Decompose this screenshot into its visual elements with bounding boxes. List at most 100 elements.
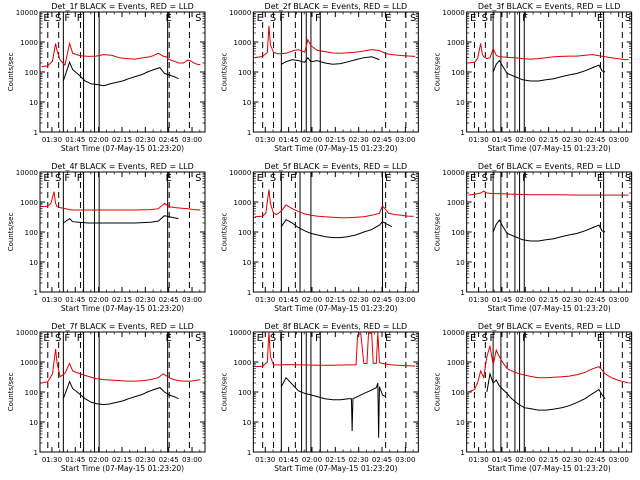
x-tick-label: 02:15 xyxy=(112,136,132,144)
series-lld-line xyxy=(254,25,416,59)
series-events-line xyxy=(280,376,386,438)
y-tick-label: 1 xyxy=(460,449,464,457)
y-tick-label: 10 xyxy=(29,259,38,267)
region-label: E xyxy=(385,173,391,184)
panel-title: Det_7f BLACK = Events, RED = LLD xyxy=(51,322,194,331)
y-tick-label: 1000 xyxy=(447,39,465,47)
x-tick-label: 02:45 xyxy=(159,136,179,144)
x-tick-label: 02:45 xyxy=(585,296,605,304)
x-tick-label: 02:30 xyxy=(562,456,582,464)
y-tick-label: 10 xyxy=(242,259,251,267)
plot-area xyxy=(468,12,629,132)
x-tick-label: 02:45 xyxy=(372,136,392,144)
y-tick-label: 1000 xyxy=(20,199,38,207)
y-tick-label: 1 xyxy=(247,289,251,297)
region-label: S xyxy=(625,13,631,24)
region-label: S xyxy=(195,13,201,24)
region-label: F xyxy=(279,13,285,24)
x-tick-label: 02:45 xyxy=(585,456,605,464)
x-tick-label: 02:30 xyxy=(135,296,155,304)
y-tick-label: 1000 xyxy=(447,359,465,367)
plot-area xyxy=(254,172,414,292)
x-tick-label: 01:45 xyxy=(65,296,85,304)
region-label: F xyxy=(489,173,495,184)
region-label: F xyxy=(64,173,70,184)
x-tick-label: 01:30 xyxy=(42,136,62,144)
x-tick-label: 01:45 xyxy=(492,296,512,304)
series-lld-line xyxy=(254,189,414,219)
region-label: F xyxy=(77,13,83,24)
x-tick-label: 02:00 xyxy=(302,296,322,304)
panel-title: Det_9f BLACK = Events, RED = LLD xyxy=(478,322,621,331)
region-label: E xyxy=(43,13,49,24)
region-label: S xyxy=(482,13,488,24)
x-tick-label: 02:15 xyxy=(539,456,559,464)
x-tick-label: 02:00 xyxy=(89,136,109,144)
y-tick-label: 1 xyxy=(247,129,251,137)
panel-1: Det_1f BLACK = Events, RED = LLD 1 10 100 10… xyxy=(7,2,206,153)
x-tick-label: 02:30 xyxy=(349,136,369,144)
region-label: F xyxy=(522,333,528,344)
x-tick-label: 01:30 xyxy=(469,456,489,464)
plot-frame xyxy=(466,11,633,133)
y-tick-label: 1000 xyxy=(20,39,38,47)
y-tick-label: 10 xyxy=(29,419,38,427)
plot-area xyxy=(41,172,201,292)
y-axis-label: Counts/sec xyxy=(7,213,15,252)
y-tick-label: 100 xyxy=(451,229,464,237)
x-tick-label: 03:00 xyxy=(609,296,629,304)
region-label: E xyxy=(43,333,49,344)
region-label: S xyxy=(195,173,201,184)
panel-9: Det_9f BLACK = Events, RED = LLD 1 10 100 10… xyxy=(434,322,633,473)
y-tick-label: 1 xyxy=(460,129,464,137)
x-tick-label: 02:15 xyxy=(112,456,132,464)
region-label: E xyxy=(257,13,263,24)
x-tick-label: 02:15 xyxy=(112,296,132,304)
y-tick-label: 10 xyxy=(29,99,38,107)
y-tick-label: 10 xyxy=(456,259,465,267)
region-label: S xyxy=(195,333,201,344)
region-label: F xyxy=(315,13,321,24)
x-tick-label: 02:00 xyxy=(515,456,535,464)
region-label: F xyxy=(489,13,495,24)
panel-4: Det_4f BLACK = Events, RED = LLD 1 10 100 10… xyxy=(7,162,206,313)
series-lld-line xyxy=(41,41,201,68)
x-tick-label: 02:30 xyxy=(562,136,582,144)
panel-3: Det_3f BLACK = Events, RED = LLD 1 10 100 10… xyxy=(434,2,633,153)
series-lld-line xyxy=(468,43,629,64)
plot-frame xyxy=(252,11,419,133)
y-tick-label: 1000 xyxy=(234,39,252,47)
series-lld-line xyxy=(41,191,201,211)
plot-area xyxy=(254,12,416,132)
series-events-line xyxy=(281,56,380,65)
y-tick-label: 10000 xyxy=(442,329,464,337)
plot-frame xyxy=(466,331,633,453)
region-label: E xyxy=(166,333,172,344)
region-label: F xyxy=(315,333,321,344)
x-tick-label: 02:00 xyxy=(89,456,109,464)
x-axis-label: Start Time (07-May-15 01:23:20) xyxy=(61,144,184,153)
x-tick-label: 01:30 xyxy=(42,296,62,304)
plot-area xyxy=(41,332,201,452)
y-tick-label: 100 xyxy=(25,69,38,77)
y-tick-label: 1 xyxy=(460,289,464,297)
x-tick-label: 03:00 xyxy=(609,136,629,144)
x-axis-label: Start Time (07-May-15 01:23:20) xyxy=(274,304,397,313)
region-label: E xyxy=(257,173,263,184)
y-tick-label: 10 xyxy=(456,99,465,107)
region-label: S xyxy=(410,333,416,344)
panel-title: Det_3f BLACK = Events, RED = LLD xyxy=(478,2,621,11)
panel-title: Det_6f BLACK = Events, RED = LLD xyxy=(478,162,621,171)
panel-title: Det_4f BLACK = Events, RED = LLD xyxy=(51,162,194,171)
y-tick-label: 1 xyxy=(34,129,38,137)
plot-frame xyxy=(39,171,206,293)
x-tick-label: 03:00 xyxy=(395,456,415,464)
series-events-line xyxy=(62,380,179,406)
y-axis-label: Counts/sec xyxy=(220,53,228,92)
x-axis-label: Start Time (07-May-15 01:23:20) xyxy=(274,144,397,153)
y-tick-label: 10 xyxy=(456,419,465,427)
plot-area xyxy=(468,332,629,452)
y-tick-label: 1 xyxy=(34,289,38,297)
x-tick-label: 01:45 xyxy=(279,136,299,144)
